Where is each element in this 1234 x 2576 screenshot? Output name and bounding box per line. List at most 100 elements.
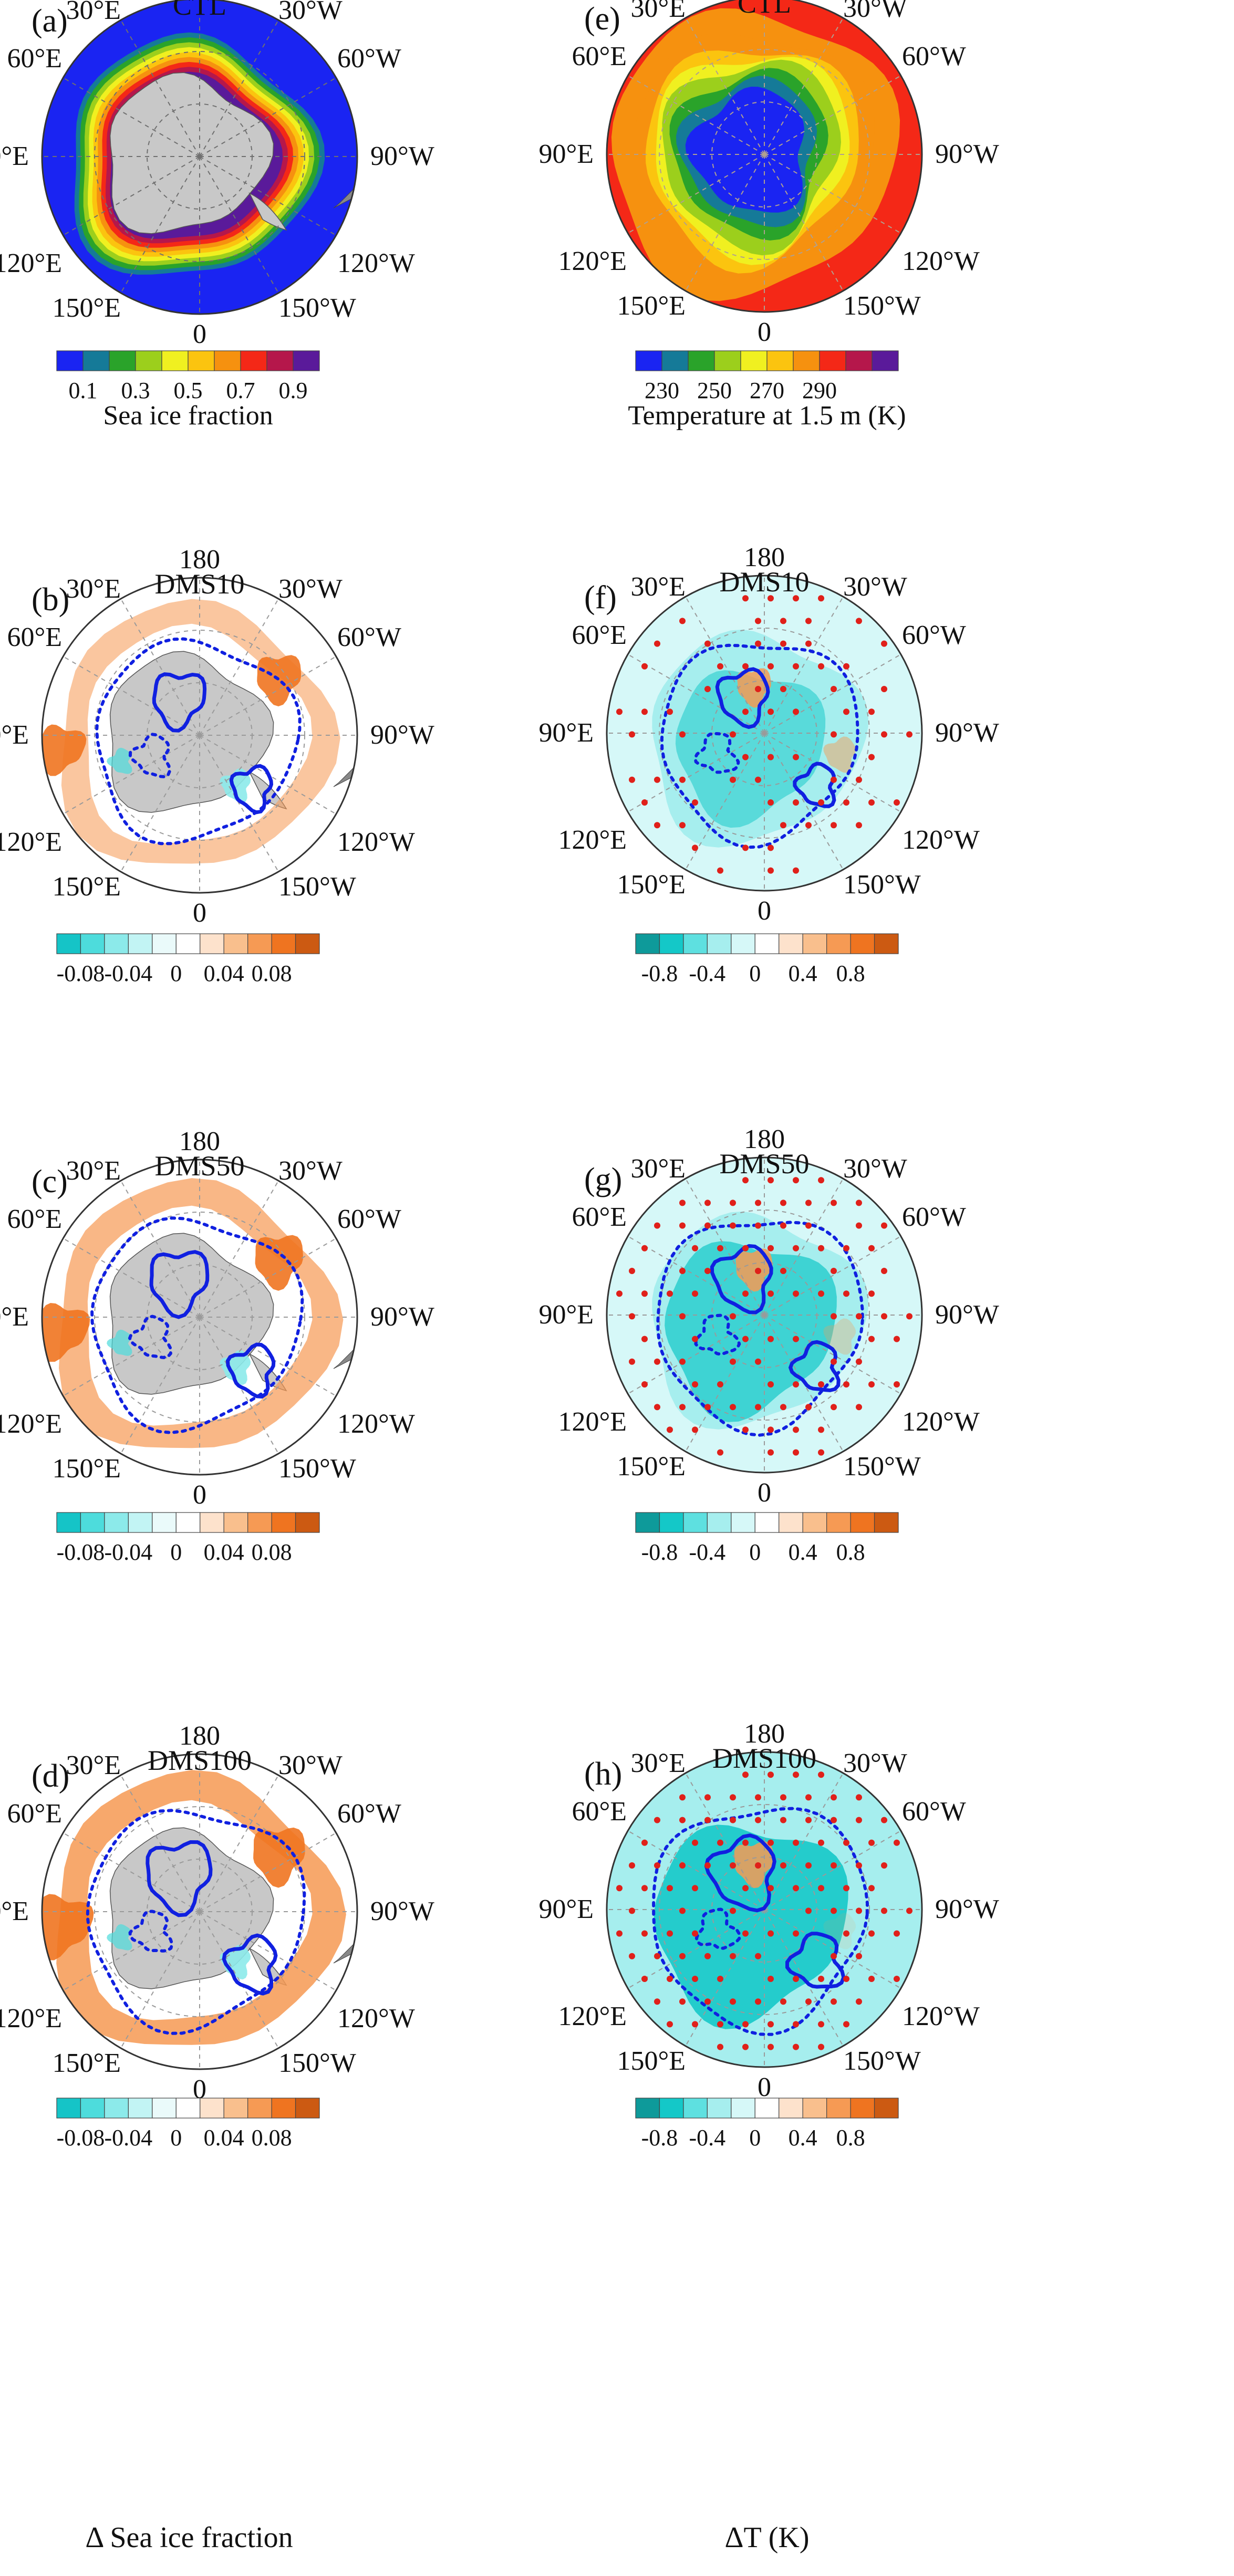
meridian-line: [199, 156, 337, 236]
ice-increase-patch: [257, 655, 302, 706]
stipple-dot: [742, 1839, 749, 1846]
meridian-line: [627, 1236, 765, 1316]
map-outline: [606, 1751, 923, 2068]
increase-contour-solid: [225, 1342, 276, 1399]
colorbar-segment: [659, 1512, 684, 1533]
colorbar-segment: [200, 2098, 224, 2119]
longitude-label: 90°W: [935, 1300, 999, 1330]
stipple-dot: [692, 1839, 698, 1846]
stipple-dot: [805, 1222, 812, 1229]
longitude-label: 30°E: [66, 1156, 121, 1186]
warming-patch: [735, 1248, 773, 1292]
stipple-dot: [831, 1907, 837, 1914]
stipple-dot: [768, 1336, 774, 1342]
increase-contour-solid: [229, 764, 274, 815]
longitude-label: 90°W: [370, 1302, 434, 1332]
map-disc-a: [42, 0, 357, 314]
meridian-line: [63, 656, 200, 736]
stipple-dot: [629, 1313, 635, 1320]
stipple-dot: [755, 1200, 761, 1206]
meridian-line: [627, 154, 765, 234]
longitude-label: 150°E: [617, 291, 686, 321]
longitude-label: 120°W: [337, 1409, 415, 1439]
colorbar-segment: [175, 2098, 201, 2119]
stipple-dot: [793, 2043, 799, 2050]
meridian-line: [685, 733, 765, 870]
colorbar-segment: [779, 2098, 803, 2119]
panel-b: 180 30°W 60°W 90°W 120°W 150°W 0 150°E 120°E 90°E…: [0, 545, 434, 986]
colorbar-segment: [295, 933, 320, 954]
stipple-dot: [805, 1794, 812, 1801]
longitude-label: 90°E: [0, 141, 29, 171]
stipple-dot: [793, 799, 799, 806]
panel-label: (d): [32, 1758, 69, 1794]
stipple-dot: [818, 1177, 824, 1184]
colorbar-segment: [80, 1512, 105, 1533]
stipple-dot: [881, 640, 887, 647]
longitude-label: 120°E: [0, 2004, 62, 2033]
colorbar-segment: [223, 933, 248, 954]
stipple-dot: [793, 867, 799, 874]
stipple-dot: [730, 1404, 736, 1411]
stipple-dot: [805, 1817, 812, 1823]
increase-contour-solid: [793, 762, 836, 808]
increase-contour-solid: [785, 1932, 846, 1989]
longitude-label: 30°W: [278, 1156, 343, 1186]
longitude-label: 180: [179, 1127, 220, 1156]
colorbar-segment: [850, 933, 875, 954]
stipple-dot: [629, 1862, 635, 1869]
stipple-dot: [667, 1930, 673, 1937]
longitude-label: 90°W: [935, 1894, 999, 1924]
stipple-dot: [856, 1794, 862, 1801]
stipple-dot: [641, 663, 648, 670]
colorbar-tick-label: -0.04: [105, 1539, 153, 1565]
stipple-dot: [742, 2021, 749, 2028]
colorbar-segment: [731, 1512, 755, 1533]
decrease-contour-dotted: [693, 732, 740, 774]
panel-label: (b): [32, 582, 69, 618]
longitude-label: 30°W: [278, 1750, 343, 1780]
stipple-dot: [704, 1200, 711, 1206]
colorbar-title: Temperature at 1.5 m (K): [628, 401, 906, 431]
panel-label: (f): [584, 580, 617, 616]
stipple-dot: [679, 1222, 686, 1229]
stipple-dot: [831, 822, 837, 829]
stipple-dot: [881, 686, 887, 692]
stipple-dot: [641, 799, 648, 806]
colorbar-segment: [161, 350, 189, 371]
stipple-dot: [818, 1449, 824, 1456]
colorbar-segment: [152, 1512, 177, 1533]
stipple-dot: [780, 1222, 786, 1229]
colorbar-segment: [872, 350, 899, 371]
colorbar-tick-label: -0.08: [57, 2125, 105, 2151]
longitude-label: 60°W: [902, 1797, 966, 1827]
stipple-dot: [843, 2021, 849, 2028]
increase-contour-solid: [149, 1250, 210, 1319]
stipple-dot: [654, 1222, 660, 1229]
meridian-line: [199, 735, 279, 872]
stipple-dot: [780, 686, 786, 692]
stipple-dot: [831, 1268, 837, 1274]
meridian-line: [764, 1772, 844, 1910]
colorbar-tick-label: -0.08: [57, 1539, 105, 1565]
stipple-dot: [780, 1794, 786, 1801]
warming-patch: [823, 1318, 856, 1355]
stipple-dot: [629, 1358, 635, 1365]
stipple-dot: [679, 1794, 686, 1801]
increase-contour-solid: [146, 1840, 213, 1917]
stipple-dot: [780, 1404, 786, 1411]
colorbar-segment: [731, 933, 755, 954]
longitude-label: 60°E: [572, 620, 627, 650]
stipple-dot: [906, 1313, 912, 1320]
panel-label: (e): [584, 1, 620, 37]
colorbar-dice: -0.08 -0.04 0 0.04 0.08: [56, 933, 320, 986]
stipple-dot: [654, 1358, 660, 1365]
longitude-label: 180: [744, 1124, 785, 1154]
stipple-dot: [755, 1222, 761, 1229]
meridian-line: [120, 19, 200, 157]
stipple-dot: [868, 1839, 875, 1846]
stipple-dot: [793, 1381, 799, 1388]
colorbar-segment: [175, 933, 201, 954]
colorbar-segment: [661, 350, 689, 371]
